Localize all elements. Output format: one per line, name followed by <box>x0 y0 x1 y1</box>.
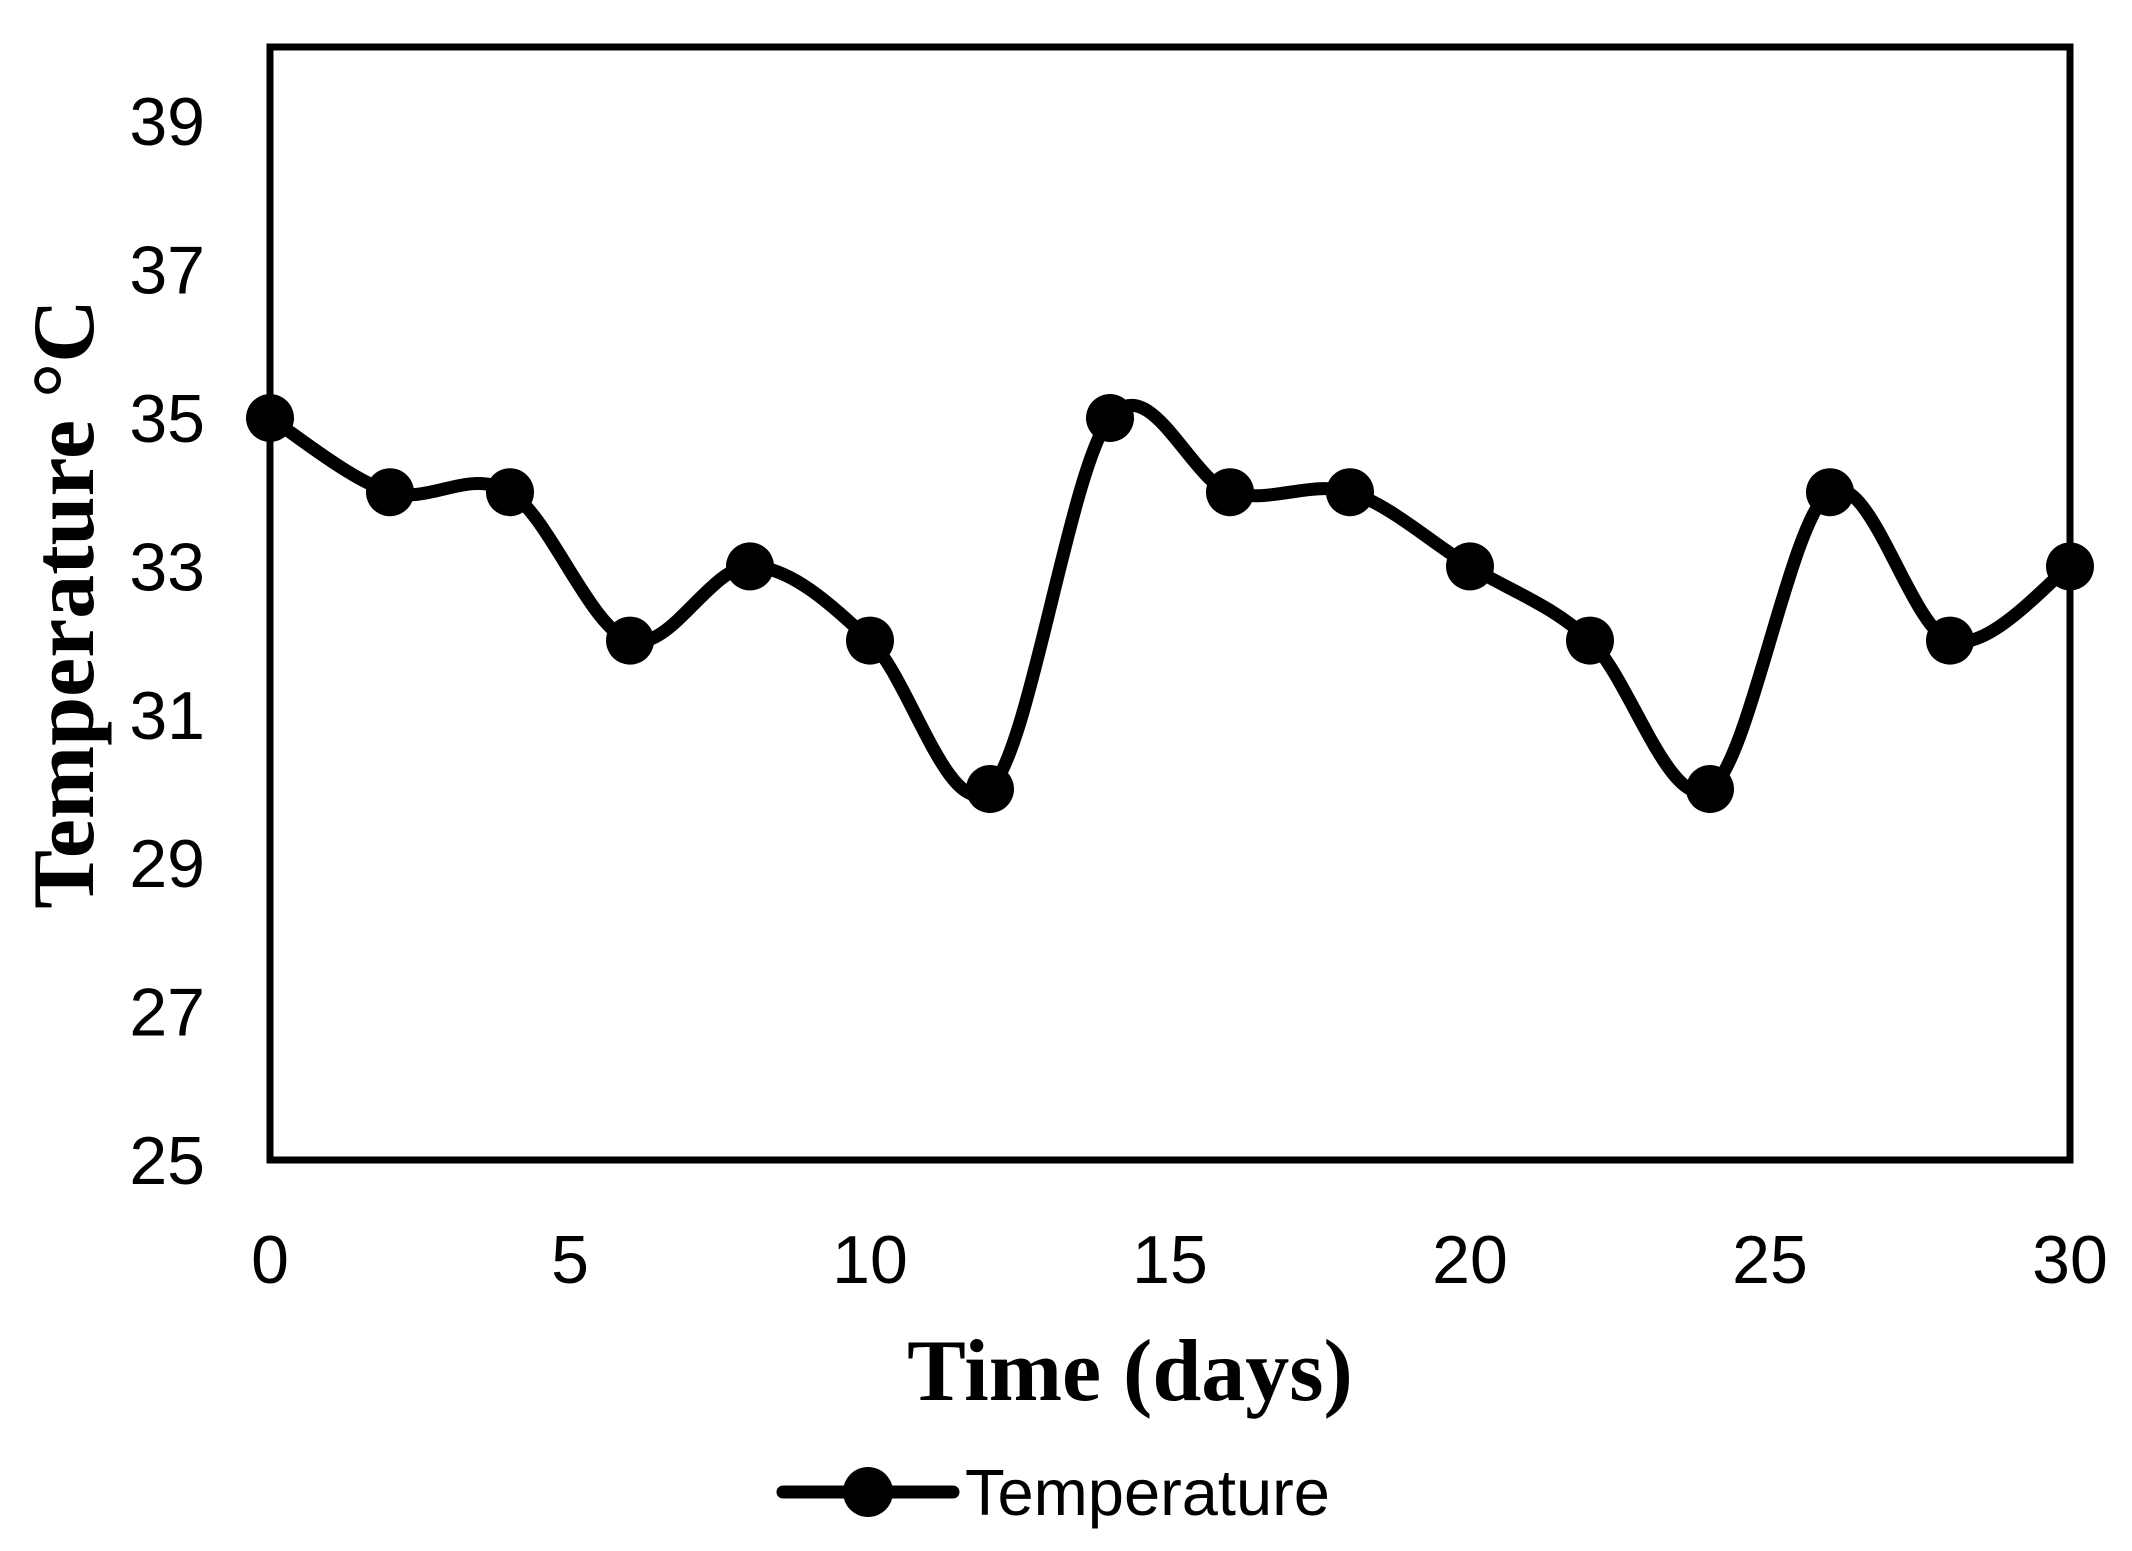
plot-area-border <box>266 43 2074 1164</box>
data-point-marker <box>1806 468 1854 517</box>
y-tick-label: 35 <box>129 381 205 457</box>
data-point-marker <box>1326 468 1374 517</box>
x-tick-label: 20 <box>1432 1222 1508 1298</box>
x-axis-tick-labels: 0 5 10 15 20 25 30 <box>251 1222 2108 1298</box>
data-point-marker <box>486 468 534 517</box>
x-tick-label: 5 <box>551 1222 589 1298</box>
y-tick-label: 39 <box>129 84 205 160</box>
temperature-series-markers <box>246 394 2094 813</box>
y-axis-title: Temperature °C <box>16 299 113 909</box>
x-axis-title: Time (days) <box>907 1323 1353 1420</box>
y-tick-label: 27 <box>129 975 205 1051</box>
x-tick-label: 15 <box>1132 1222 1208 1298</box>
data-point-marker <box>1926 616 1974 665</box>
data-point-marker <box>1686 765 1734 813</box>
data-point-marker <box>2046 542 2094 591</box>
x-tick-label: 25 <box>1732 1222 1808 1298</box>
data-point-marker <box>1086 394 1134 442</box>
x-tick-label: 30 <box>2032 1222 2108 1298</box>
temperature-series-line <box>263 399 2077 802</box>
data-point-marker <box>966 765 1014 813</box>
legend-marker-icon <box>843 1467 893 1517</box>
data-point-marker <box>1206 468 1254 517</box>
y-tick-label: 29 <box>129 826 205 902</box>
data-point-marker <box>366 468 414 517</box>
x-tick-label: 10 <box>832 1222 908 1298</box>
y-tick-label: 37 <box>129 233 205 309</box>
x-tick-label: 0 <box>251 1222 289 1298</box>
data-point-marker <box>246 394 294 442</box>
y-axis-tick-labels: 25 27 29 31 33 35 37 39 <box>129 84 205 1199</box>
legend: Temperature <box>776 1456 1330 1529</box>
y-tick-label: 31 <box>129 678 205 754</box>
data-point-marker <box>1566 616 1614 665</box>
y-tick-label: 25 <box>129 1123 205 1199</box>
y-tick-label: 33 <box>129 529 205 605</box>
data-point-marker <box>846 616 894 665</box>
data-point-marker <box>1446 542 1494 591</box>
data-point-marker <box>606 616 654 665</box>
data-point-marker <box>726 542 774 591</box>
legend-series-label: Temperature <box>965 1456 1330 1529</box>
